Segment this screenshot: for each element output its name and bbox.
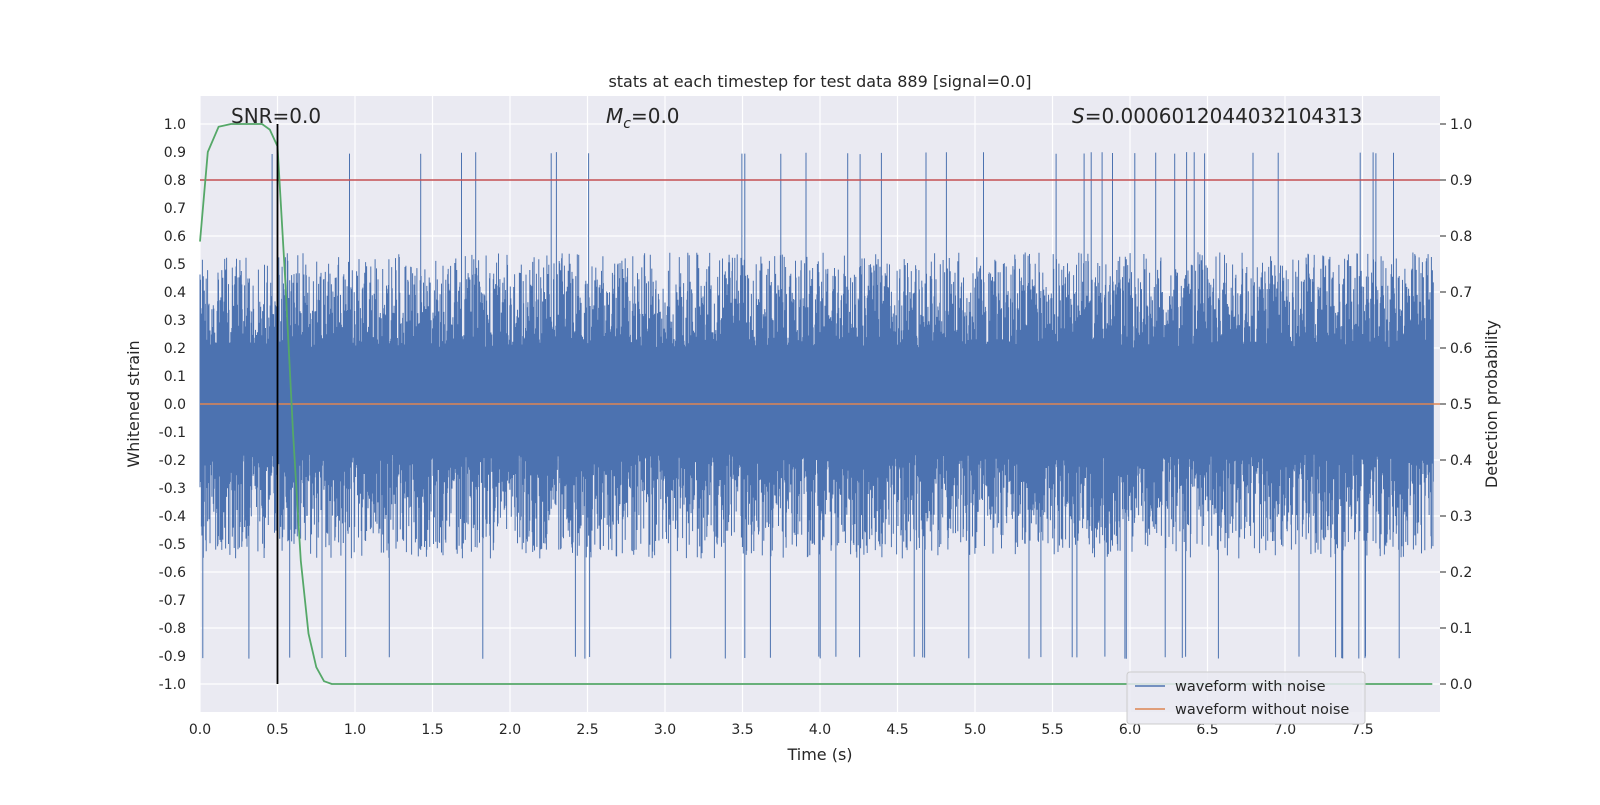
x-axis-label: Time (s) [786,745,852,764]
y-right-tick-label: 0.7 [1450,285,1472,301]
y-tick-label: 0.8 [164,173,186,189]
y-tick-label: 0.2 [164,341,186,357]
y-tick-label: -0.8 [159,621,186,637]
overlay-lines [199,123,1440,685]
y-tick-label: 0.7 [164,201,186,217]
s-symbol: S [1072,104,1085,128]
y-tick-label: -0.2 [159,453,186,469]
y-right-axis-label: Detection probability [1482,320,1501,488]
x-tick-label: 5.0 [964,722,986,738]
waveform-with-noise-line [199,152,1434,659]
y-tick-label: -0.9 [159,649,186,665]
legend-label-noise: waveform with noise [1175,679,1326,695]
y-tick-label: 0.3 [164,313,186,329]
y-tick-label: 0.5 [164,257,186,273]
x-tick-label: 2.5 [576,722,598,738]
y-right-tick-label: 0.6 [1450,341,1472,357]
legend: waveform with noise waveform without noi… [1126,671,1366,725]
detection-probability-line [199,123,1433,685]
y-tick-label: -0.3 [159,481,186,497]
x-tick-label: 6.5 [1196,722,1218,738]
y-tick-label: 0.1 [164,369,186,385]
legend-box [1126,671,1366,725]
x-tick-label: 2.0 [499,722,521,738]
y-right-tick-label: 0.3 [1450,509,1472,525]
chirp-mass-annotation: Mc=0.0 [606,104,680,132]
y-right-tick-label: 0.4 [1450,453,1472,469]
y-tick-label: -0.5 [159,537,186,553]
s-annotation: S=0.0006012044032104313 [1072,104,1362,128]
y-right-tick-label: 0.1 [1450,621,1472,637]
y-right-tick-label: 1.0 [1450,117,1472,133]
y-tick-label: -0.7 [159,593,186,609]
y-tick-label: -1.0 [159,677,186,693]
x-tick-label: 1.0 [344,722,366,738]
y-tick-label: -0.1 [159,425,186,441]
x-tick-label: 6.0 [1119,722,1141,738]
y-tick-label: 0.6 [164,229,186,245]
y-right-tick-label: 0.2 [1450,565,1472,581]
x-tick-label: 4.0 [809,722,831,738]
snr-annotation: SNR=0.0 [231,104,321,128]
y-axis-label: Whitened strain [124,340,143,467]
x-tick-label: 7.0 [1274,722,1296,738]
chirp-mass-value: =0.0 [631,104,680,128]
y-right-tick-label: 0.5 [1450,397,1472,413]
legend-label-clean: waveform without noise [1175,702,1349,718]
x-tick-label: 5.5 [1041,722,1063,738]
y-right-tick-label: 0.8 [1450,229,1472,245]
y-tick-label: 0.9 [164,145,186,161]
y-tick-label: 0.0 [164,397,186,413]
x-tick-label: 4.5 [886,722,908,738]
waveform-with-noise-series [199,152,1434,659]
x-tick-label: 7.5 [1351,722,1373,738]
y-tick-label: -0.6 [159,565,186,581]
y-tick-label: 0.4 [164,285,186,301]
ticks: 0.0 0.5 1.0 1.5 2.0 2.5 3.0 3.5 4.0 4.5 5.0 5.5 6.0 6… [159,117,1473,738]
x-tick-label: 0.0 [189,722,211,738]
x-tick-label: 1.5 [421,722,443,738]
s-value: =0.0006012044032104313 [1085,104,1363,128]
y-tick-label: 1.0 [164,117,186,133]
y-tick-label: -0.4 [159,509,186,525]
x-tick-label: 3.5 [731,722,753,738]
chirp-mass-subscript: c [623,116,631,132]
chart-title: stats at each timestep for test data 889… [608,72,1031,91]
x-tick-label: 3.0 [654,722,676,738]
chirp-mass-symbol: M [606,104,623,128]
y-right-tick-label: 0.9 [1450,173,1472,189]
x-tick-label: 0.5 [266,722,288,738]
y-right-tick-label: 0.0 [1450,677,1472,693]
